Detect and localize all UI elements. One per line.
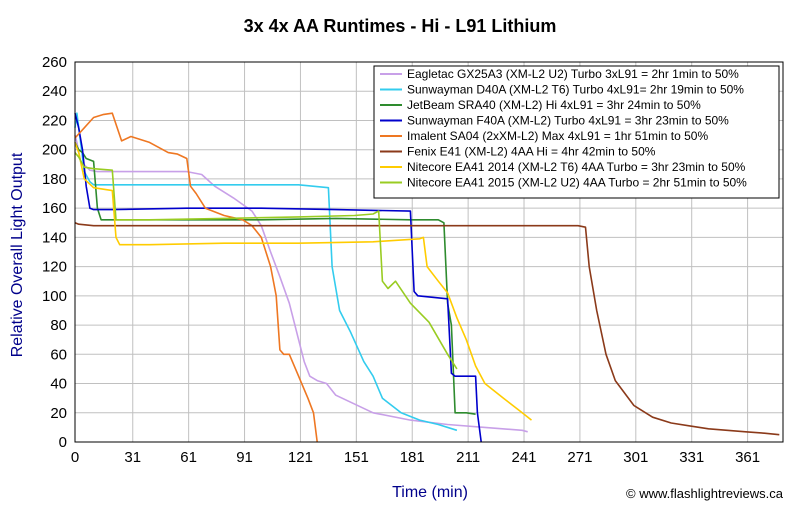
x-tick-label: 241 bbox=[512, 449, 537, 466]
x-tick-label: 361 bbox=[735, 449, 760, 466]
y-tick-label: 60 bbox=[50, 346, 67, 363]
credit-text: © www.flashlightreviews.ca bbox=[626, 486, 784, 501]
chart-title: 3x 4x AA Runtimes - Hi - L91 Lithium bbox=[244, 16, 557, 36]
y-tick-label: 240 bbox=[42, 83, 67, 100]
x-tick-label: 0 bbox=[71, 449, 79, 466]
legend-box bbox=[373, 65, 780, 199]
x-tick-label: 151 bbox=[344, 449, 369, 466]
x-axis-label: Time (min) bbox=[392, 484, 468, 501]
y-tick-label: 200 bbox=[42, 142, 67, 159]
x-tick-label: 61 bbox=[180, 449, 197, 466]
y-tick-label: 180 bbox=[42, 171, 67, 188]
x-tick-label: 301 bbox=[623, 449, 648, 466]
legend-label: Nitecore EA41 2014 (XM-L2 T6) 4AA Turbo … bbox=[407, 160, 746, 174]
legend-label: Eagletac GX25A3 (XM-L2 U2) Turbo 3xL91 =… bbox=[407, 67, 739, 81]
y-tick-label: 120 bbox=[42, 259, 67, 276]
series-line-6 bbox=[74, 222, 780, 436]
legend-label: Sunwayman F40A (XM-L2) Turbo 4xL91 = 3hr… bbox=[407, 114, 729, 128]
y-tick-label: 80 bbox=[50, 317, 67, 334]
tick-labels: 0 20 40 60 80 100 120 140 160 180 200 220 240 260 0 31 6… bbox=[42, 54, 760, 466]
legend-label: Sunwayman D40A (XM-L2 T6) Turbo 4xL91= 2… bbox=[407, 83, 744, 97]
series-line-2 bbox=[74, 112, 458, 432]
series-group bbox=[74, 112, 780, 443]
legend-label: Fenix E41 (XM-L2) 4AA Hi = 4hr 42min to … bbox=[407, 145, 656, 159]
series-line-5 bbox=[74, 112, 318, 443]
x-tick-label: 121 bbox=[288, 449, 313, 466]
series-line-8 bbox=[74, 152, 458, 370]
x-tick-label: 271 bbox=[567, 449, 592, 466]
series-line-4 bbox=[74, 113, 482, 443]
x-tick-label: 31 bbox=[124, 449, 141, 466]
x-tick-label: 331 bbox=[679, 449, 704, 466]
legend: Eagletac GX25A3 (XM-L2 U2) Turbo 3xL91 =… bbox=[373, 65, 780, 199]
y-axis-label: Relative Overall Light Output bbox=[9, 152, 26, 357]
series-line-7 bbox=[74, 142, 532, 421]
series-line-1 bbox=[74, 134, 528, 433]
legend-label: JetBeam SRA40 (XM-L2) Hi 4xL91 = 3hr 24m… bbox=[407, 98, 701, 112]
y-tick-label: 20 bbox=[50, 405, 67, 422]
y-tick-label: 0 bbox=[59, 434, 67, 451]
series-line-3 bbox=[74, 142, 476, 415]
x-tick-label: 181 bbox=[400, 449, 425, 466]
legend-label: Imalent SA04 (2xXM-L2) Max 4xL91 = 1hr 5… bbox=[407, 129, 708, 143]
x-tick-label: 91 bbox=[236, 449, 253, 466]
y-tick-label: 140 bbox=[42, 229, 67, 246]
plot-frame bbox=[74, 61, 784, 443]
y-tick-label: 100 bbox=[42, 288, 67, 305]
y-tick-label: 160 bbox=[42, 200, 67, 217]
x-tick-label: 211 bbox=[456, 449, 480, 466]
y-tick-label: 220 bbox=[42, 112, 67, 129]
y-tick-label: 40 bbox=[50, 376, 67, 393]
legend-label: Nitecore EA41 2015 (XM-L2 U2) 4AA Turbo … bbox=[407, 176, 747, 190]
y-tick-label: 260 bbox=[42, 54, 67, 71]
